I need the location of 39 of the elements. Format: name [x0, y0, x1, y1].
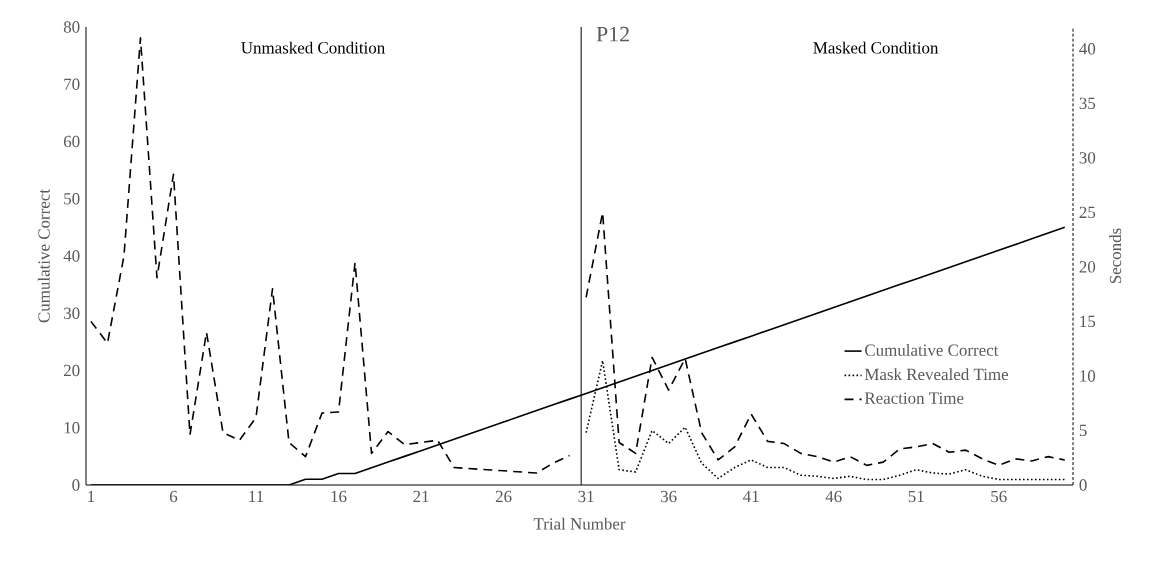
- y-tick-label: 10: [64, 422, 80, 434]
- y2-tick-label: 20: [1079, 261, 1096, 273]
- x-axis-title: Trial Number: [533, 517, 626, 530]
- y2-tick-label: 30: [1079, 152, 1096, 164]
- x-tick-label: 1: [88, 490, 95, 503]
- y-tick-label: 80: [63, 21, 80, 33]
- annotation: Unmasked Condition: [241, 41, 385, 54]
- y-tick-label: 70: [64, 78, 80, 90]
- x-tick-label: 51: [908, 490, 924, 503]
- y2-tick-label: 10: [1080, 370, 1096, 382]
- x-tick-label: 56: [991, 490, 1007, 503]
- y-tick-label: 40: [63, 250, 80, 262]
- annotation: Masked Condition: [813, 41, 939, 54]
- x-tick-label: 31: [578, 490, 594, 503]
- legend-label: Cumulative Correct: [865, 343, 999, 356]
- x-tick-label: 21: [413, 490, 429, 503]
- x-tick-label: 16: [331, 490, 347, 503]
- y2-tick-label: 40: [1079, 43, 1096, 55]
- legend-label: Mask Revealed Time: [864, 368, 1009, 381]
- y-tick-label: 30: [64, 307, 80, 319]
- y-tick-label: 50: [64, 193, 80, 205]
- y-tick-label: 0: [72, 479, 80, 491]
- y-tick-label: 20: [63, 364, 80, 377]
- y2-tick-label: 5: [1079, 424, 1087, 437]
- y2-tick-label: 0: [1079, 479, 1087, 491]
- x-tick-label: 11: [249, 490, 264, 503]
- y2-tick-label: 35: [1079, 97, 1096, 110]
- x-tick-label: 36: [660, 490, 677, 503]
- x-tick-label: 41: [743, 490, 759, 503]
- y-axis-title: Cumulative Correct: [37, 189, 50, 323]
- y-tick-label: 60: [63, 135, 80, 148]
- chart-title: P12: [596, 26, 629, 42]
- x-tick-label: 46: [825, 490, 842, 503]
- x-tick-label: 6: [169, 490, 178, 503]
- legend-label: Reaction Time: [864, 392, 964, 404]
- y2-axis-title: Seconds: [1109, 228, 1122, 284]
- y2-tick-label: 25: [1079, 206, 1096, 219]
- y2-tick-label: 15: [1080, 315, 1096, 328]
- x-tick-label: 26: [495, 490, 512, 503]
